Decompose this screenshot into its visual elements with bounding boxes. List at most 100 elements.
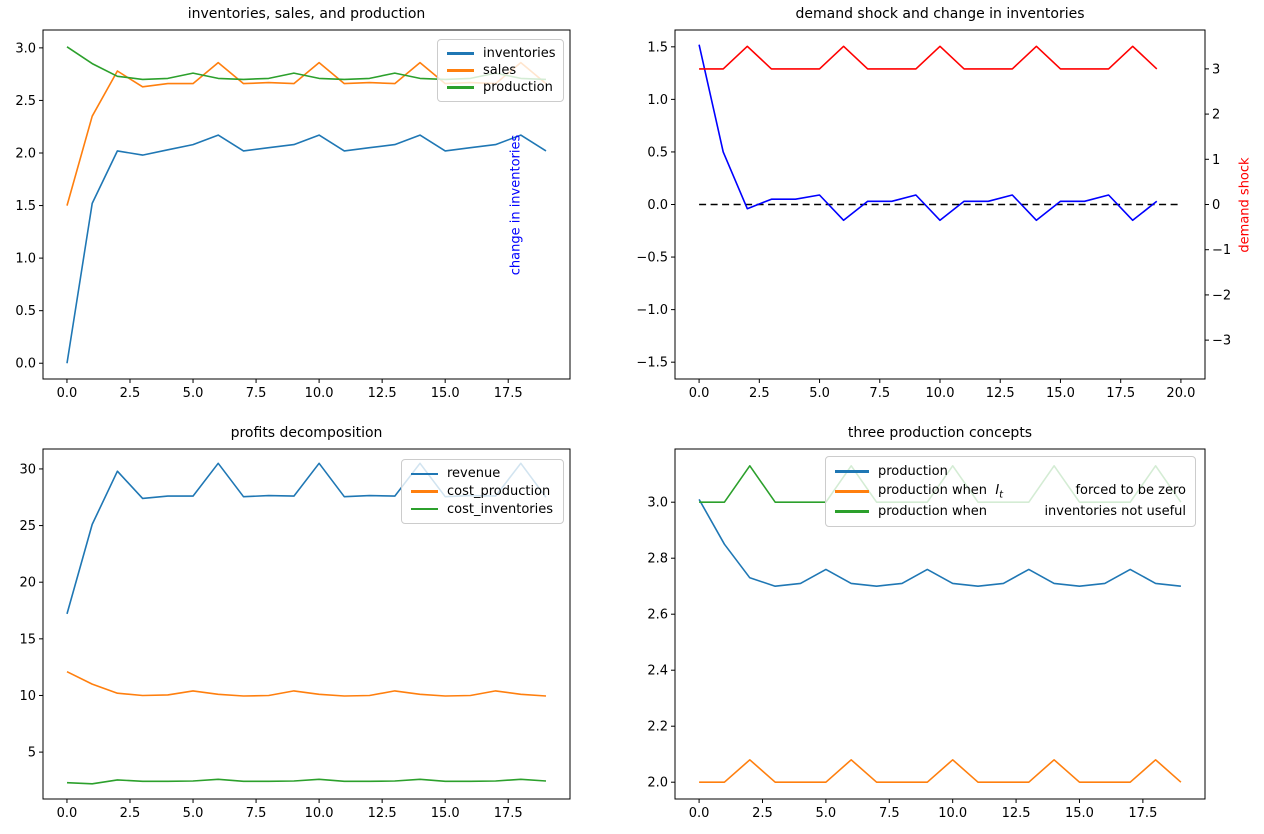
x-tick-label: 7.5 [869,386,890,401]
x-tick-label: 7.5 [246,806,267,821]
legend-line-sample [411,490,438,493]
x-tick-label: 20.0 [1166,386,1195,401]
x-tick-label: 15.0 [431,386,460,401]
legend-label: production when It forced to be zero [878,483,1186,501]
legend-item: cost_production [411,484,554,499]
series-line-production [698,499,1181,588]
x-tick-label: 2.5 [120,386,141,401]
legend-label: inventories [483,46,556,61]
legend-line-sample [447,86,474,89]
legend-label: production [483,80,553,95]
x-tick-label: 0.0 [57,386,78,401]
y-tick-label: 3.0 [15,41,36,56]
y-tick-label: 15 [19,632,36,647]
legend-item: sales [447,63,554,78]
subplot-title-demand-shock: demand shock and change in inventories [795,6,1085,22]
legend-label: cost_production [447,483,551,499]
legend-label: production [878,464,1186,479]
y-tick-label: 2.8 [647,552,668,567]
y-tick-label: 30 [19,462,36,477]
y-tick-label: 5 [28,746,36,761]
legend-item: production [447,80,554,95]
axes-spines [42,448,571,800]
axes-spines [674,448,1206,800]
y-tick-label: 2.6 [647,608,668,623]
y-tick-label: 0.0 [647,198,668,213]
x-tick-label: 17.5 [494,386,523,401]
x-tick-label: 2.5 [749,386,770,401]
y-tick-label: 2.0 [647,776,668,791]
legend-label: production when inventories not useful [878,504,1186,519]
y2-tick-label: 2 [1212,108,1220,123]
axes-spines [42,29,571,380]
y2-tick-label: −1 [1212,243,1231,258]
y-tick-label: 0.5 [15,304,36,319]
x-tick-label: 15.0 [1046,386,1075,401]
series-line-cost-inventories [66,778,547,785]
series-line-production-when-it-forced-to-be-zero [699,758,1182,784]
legend-label-left: production when [878,504,988,520]
x-tick-label: 5.0 [809,386,830,401]
legend-profits-decomposition: revenue cost_production cost_inventories [401,459,564,524]
y-tick-label: 1.5 [647,40,668,55]
x-tick-label: 17.5 [1128,806,1157,821]
x-tick-label: 5.0 [183,386,204,401]
x-tick-label: 2.5 [752,806,773,821]
series-line-cost-production [66,670,547,697]
legend-label: revenue [447,466,501,482]
y-tick-label: 0.5 [647,145,668,160]
y-axis-label-change-in-inventories: change in inventories [508,134,524,276]
x-tick-label: 12.5 [368,386,397,401]
x-tick-label: 15.0 [431,806,460,821]
legend-label: sales [483,63,517,78]
x-tick-label: 15.0 [1065,806,1094,821]
y-tick-label: −1.0 [636,303,668,318]
series-line-demand-shock [699,45,1158,70]
legend-line-sample [411,472,438,476]
legend-item: production [835,464,1186,479]
y2-tick-label: 0 [1212,198,1220,213]
y-tick-label: 2.4 [647,664,668,679]
legend-item: cost_inventories [411,502,554,517]
legend-label: cost_inventories [447,501,554,517]
legend-line-sample [835,470,869,473]
subplot-title-three-production-concepts: three production concepts [847,425,1033,441]
x-tick-label: 5.0 [183,806,204,821]
y-tick-label: 2.2 [647,720,668,735]
y-tick-label: 3.0 [647,496,668,511]
legend-label-left: production when It [878,482,1004,501]
y-tick-label: 25 [19,519,36,534]
y-tick-label: 2.5 [15,94,36,109]
y-tick-label: 20 [19,576,36,591]
series-line-inventories [66,134,547,364]
x-tick-label: 10.0 [305,806,334,821]
x-tick-label: 10.0 [305,386,334,401]
x-tick-label: 10.0 [926,386,955,401]
legend-label-right: forced to be zero [1075,482,1186,498]
subplot-title-inventories-sales-production: inventories, sales, and production [187,6,426,22]
y-tick-label: 2.0 [15,146,36,161]
y-tick-label: −0.5 [636,251,668,266]
legend-label-right: inventories not useful [1044,504,1186,520]
x-tick-label: 12.5 [368,806,397,821]
y-tick-label: 1.0 [647,93,668,108]
y2-tick-label: 1 [1212,153,1220,168]
legend-line-sample [835,510,869,513]
legend-line-sample [447,69,474,72]
y-tick-label: 1.5 [15,199,36,214]
y2-tick-label: 3 [1212,62,1220,77]
x-tick-label: 7.5 [246,386,267,401]
legend-item: revenue [411,466,554,481]
y-tick-label: 10 [19,689,36,704]
subplot-title-profits-decomposition: profits decomposition [230,425,383,441]
legend-item: inventories [447,46,556,61]
x-tick-label: 12.5 [986,386,1015,401]
x-tick-label: 2.5 [120,806,141,821]
y-tick-label: −1.5 [636,356,668,371]
x-tick-label: 0.0 [57,806,78,821]
x-tick-label: 17.5 [1106,386,1135,401]
y-axis-label-demand-shock: demand shock [1237,157,1253,253]
legend-item: production when inventories not useful [835,504,1186,519]
y2-tick-label: −2 [1212,288,1231,303]
